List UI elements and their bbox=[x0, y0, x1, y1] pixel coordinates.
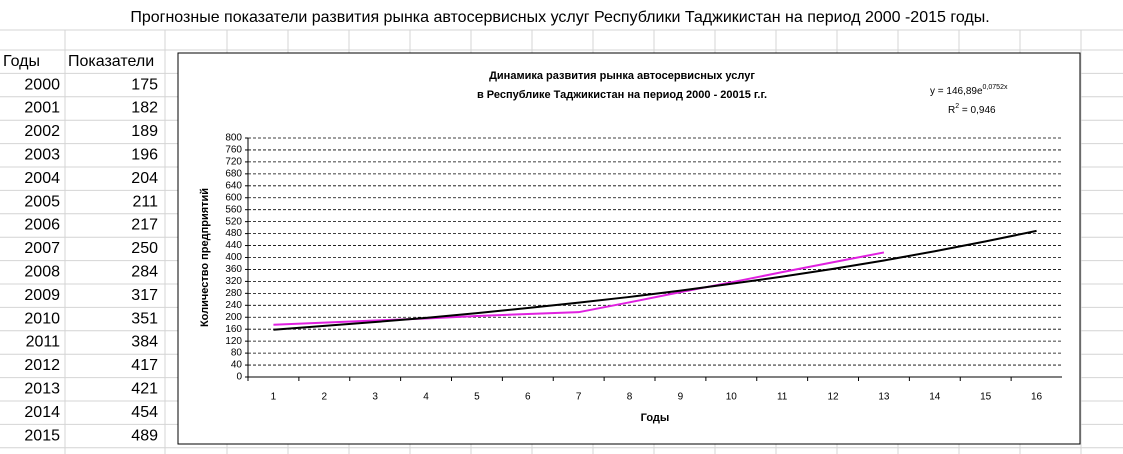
y-tick-label: 240 bbox=[225, 300, 242, 311]
y-tick-label: 320 bbox=[225, 276, 242, 287]
x-axis-label: Годы bbox=[641, 412, 670, 424]
r2-rest: = 0,946 bbox=[959, 105, 996, 116]
y-tick-label: 40 bbox=[231, 360, 243, 371]
y-tick-label: 800 bbox=[225, 133, 242, 144]
value-cell: 189 bbox=[131, 123, 158, 140]
y-tick-label: 560 bbox=[225, 204, 242, 215]
year-cell: 2013 bbox=[24, 381, 60, 398]
x-tick-label: 16 bbox=[1031, 392, 1043, 403]
year-cell: 2012 bbox=[24, 357, 60, 374]
y-tick-label: 280 bbox=[225, 288, 242, 299]
year-cell: 2005 bbox=[24, 193, 60, 210]
value-cell: 204 bbox=[131, 170, 158, 187]
year-cell: 2004 bbox=[24, 170, 60, 187]
x-tick-label: 14 bbox=[929, 392, 941, 403]
chart-title: Динамика развития рынка автосервисных ус… bbox=[489, 70, 755, 82]
y-tick-label: 760 bbox=[225, 145, 242, 156]
equation-base: y = 146,89e bbox=[930, 86, 983, 97]
year-cell: 2001 bbox=[24, 100, 60, 117]
value-cell: 175 bbox=[131, 76, 158, 93]
equation-exponent: 0,0752x bbox=[983, 84, 1008, 91]
sheet-title: Прогнозные показатели развития рынка авт… bbox=[130, 9, 989, 26]
year-cell: 2011 bbox=[26, 334, 61, 351]
y-tick-label: 640 bbox=[225, 180, 242, 191]
year-cell: 2014 bbox=[24, 404, 60, 421]
r-squared: R2 = 0,946 bbox=[948, 103, 996, 116]
x-tick-label: 10 bbox=[726, 392, 738, 403]
value-cell: 317 bbox=[131, 287, 158, 304]
y-tick-label: 120 bbox=[225, 336, 242, 347]
value-cell: 211 bbox=[132, 193, 158, 210]
header-cell: Показатели bbox=[68, 53, 154, 70]
value-cell: 284 bbox=[131, 264, 158, 281]
y-tick-label: 160 bbox=[225, 324, 242, 335]
value-cell: 454 bbox=[131, 404, 158, 421]
x-tick-label: 3 bbox=[372, 392, 378, 403]
year-cell: 2008 bbox=[24, 264, 60, 281]
x-tick-label: 9 bbox=[678, 392, 684, 403]
series-line bbox=[273, 229, 1037, 331]
y-tick-label: 400 bbox=[225, 252, 242, 263]
r2-base: R bbox=[948, 105, 955, 116]
x-tick-label: 15 bbox=[980, 392, 992, 403]
chart-title: в Республике Таджикистан на период 2000 … bbox=[477, 89, 767, 101]
value-cell: 417 bbox=[131, 357, 158, 374]
year-cell: 2000 bbox=[24, 76, 60, 93]
y-tick-label: 480 bbox=[225, 228, 242, 239]
y-tick-label: 440 bbox=[225, 240, 242, 251]
value-cell: 489 bbox=[131, 427, 158, 444]
x-tick-label: 13 bbox=[878, 392, 890, 403]
value-cell: 351 bbox=[131, 310, 158, 327]
value-cell: 250 bbox=[131, 240, 158, 257]
trend-equation: y = 146,89e0,0752x bbox=[930, 84, 1008, 97]
x-tick-label: 6 bbox=[525, 392, 531, 403]
y-tick-label: 720 bbox=[225, 157, 242, 168]
y-tick-label: 680 bbox=[225, 168, 242, 179]
x-tick-label: 12 bbox=[828, 392, 840, 403]
y-tick-label: 360 bbox=[225, 264, 242, 275]
year-cell: 2002 bbox=[24, 123, 60, 140]
y-tick-label: 600 bbox=[225, 192, 242, 203]
x-tick-label: 7 bbox=[576, 392, 582, 403]
y-tick-label: 520 bbox=[225, 216, 242, 227]
value-cell: 421 bbox=[131, 381, 158, 398]
value-cell: 384 bbox=[131, 334, 158, 351]
x-tick-label: 4 bbox=[423, 392, 429, 403]
r2-exponent: 2 bbox=[955, 103, 959, 110]
value-cell: 182 bbox=[131, 100, 158, 117]
y-tick-label: 80 bbox=[231, 348, 243, 359]
x-tick-label: 11 bbox=[777, 392, 788, 403]
value-cell: 196 bbox=[131, 147, 158, 164]
year-cell: 2003 bbox=[24, 147, 60, 164]
y-tick-label: 200 bbox=[225, 312, 242, 323]
year-cell: 2009 bbox=[24, 287, 60, 304]
year-cell: 2007 bbox=[24, 240, 60, 257]
chart-area bbox=[177, 52, 1081, 445]
x-tick-label: 8 bbox=[627, 392, 633, 403]
year-cell: 2015 bbox=[24, 427, 60, 444]
year-cell: 2006 bbox=[24, 217, 60, 234]
y-tick-label: 0 bbox=[236, 372, 242, 383]
x-tick-label: 2 bbox=[322, 392, 328, 403]
header-cell: Годы bbox=[3, 53, 40, 70]
y-axis-label: Количество предприятий bbox=[199, 188, 211, 327]
x-tick-label: 5 bbox=[474, 392, 480, 403]
value-cell: 217 bbox=[131, 217, 158, 234]
year-cell: 2010 bbox=[24, 310, 60, 327]
x-tick-label: 1 bbox=[271, 392, 277, 403]
series-line bbox=[273, 251, 885, 326]
